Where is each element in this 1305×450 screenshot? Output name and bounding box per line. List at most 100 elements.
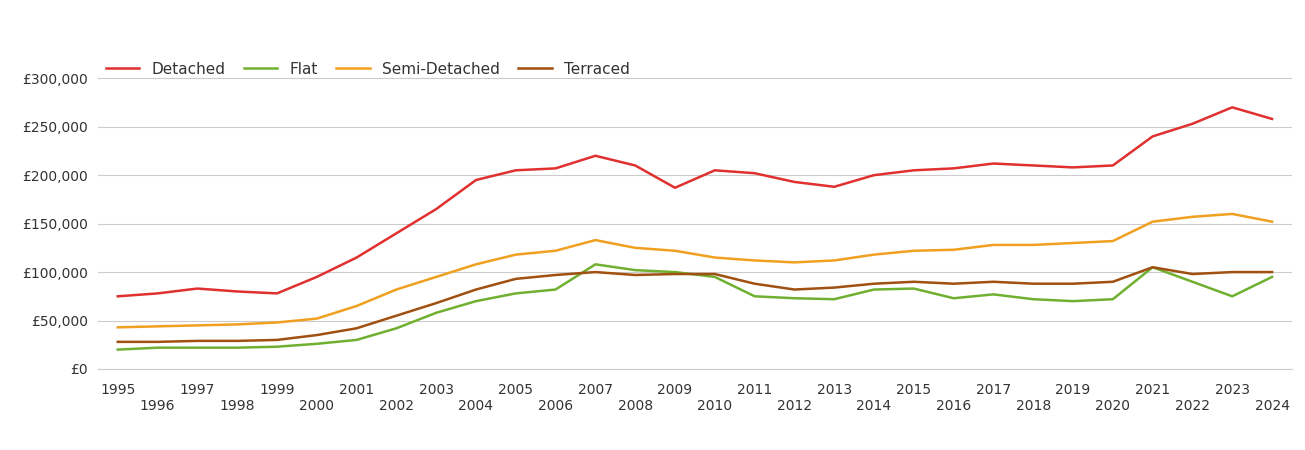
Terraced xyxy=(826,285,842,290)
Text: 2022: 2022 xyxy=(1174,399,1210,413)
Detached xyxy=(348,255,364,260)
Terraced xyxy=(389,313,405,319)
Semi-Detached xyxy=(1224,211,1240,216)
Detached xyxy=(309,274,325,279)
Detached xyxy=(1105,163,1121,168)
Detached xyxy=(1265,116,1280,122)
Terraced xyxy=(150,339,166,345)
Terraced xyxy=(1144,265,1160,270)
Text: 2003: 2003 xyxy=(419,383,454,397)
Terraced xyxy=(309,333,325,338)
Text: 2013: 2013 xyxy=(817,383,852,397)
Semi-Detached xyxy=(110,324,125,330)
Terraced xyxy=(468,287,484,292)
Detached xyxy=(1026,163,1041,168)
Line: Flat: Flat xyxy=(117,264,1272,350)
Line: Detached: Detached xyxy=(117,107,1272,296)
Semi-Detached xyxy=(826,258,842,263)
Terraced xyxy=(746,281,762,286)
Flat xyxy=(548,287,564,292)
Detached xyxy=(906,167,921,173)
Terraced xyxy=(1105,279,1121,284)
Semi-Detached xyxy=(428,274,444,279)
Flat xyxy=(787,296,803,301)
Flat xyxy=(667,270,683,275)
Detached xyxy=(867,172,882,178)
Text: 2018: 2018 xyxy=(1015,399,1051,413)
Flat xyxy=(309,341,325,346)
Text: 1999: 1999 xyxy=(260,383,295,397)
Text: 2004: 2004 xyxy=(458,399,493,413)
Terraced xyxy=(787,287,803,292)
Detached xyxy=(1065,165,1081,170)
Text: 2000: 2000 xyxy=(299,399,334,413)
Text: 2006: 2006 xyxy=(538,399,573,413)
Flat xyxy=(826,297,842,302)
Detached xyxy=(946,166,962,171)
Semi-Detached xyxy=(946,247,962,252)
Flat xyxy=(867,287,882,292)
Flat xyxy=(906,286,921,291)
Text: 2008: 2008 xyxy=(617,399,652,413)
Semi-Detached xyxy=(985,242,1001,248)
Terraced xyxy=(867,281,882,286)
Terraced xyxy=(946,281,962,286)
Semi-Detached xyxy=(787,260,803,265)
Flat xyxy=(707,274,723,279)
Semi-Detached xyxy=(189,323,205,328)
Terraced xyxy=(667,271,683,277)
Semi-Detached xyxy=(150,324,166,329)
Flat xyxy=(985,292,1001,297)
Detached xyxy=(628,163,643,168)
Text: 2016: 2016 xyxy=(936,399,971,413)
Detached xyxy=(746,171,762,176)
Flat xyxy=(587,261,603,267)
Text: 1997: 1997 xyxy=(180,383,215,397)
Terraced xyxy=(628,272,643,278)
Text: 2011: 2011 xyxy=(737,383,773,397)
Flat xyxy=(1265,274,1280,279)
Semi-Detached xyxy=(1144,219,1160,225)
Semi-Detached xyxy=(468,261,484,267)
Flat xyxy=(628,267,643,273)
Legend: Detached, Flat, Semi-Detached, Terraced: Detached, Flat, Semi-Detached, Terraced xyxy=(106,62,630,76)
Semi-Detached xyxy=(906,248,921,253)
Flat xyxy=(389,326,405,331)
Flat xyxy=(1026,297,1041,302)
Text: 2010: 2010 xyxy=(697,399,732,413)
Detached xyxy=(985,161,1001,166)
Text: 2014: 2014 xyxy=(856,399,891,413)
Text: 2017: 2017 xyxy=(976,383,1011,397)
Detached xyxy=(428,207,444,212)
Text: 2023: 2023 xyxy=(1215,383,1250,397)
Semi-Detached xyxy=(1065,240,1081,246)
Text: 2002: 2002 xyxy=(378,399,414,413)
Detached xyxy=(667,185,683,190)
Flat xyxy=(230,345,245,351)
Detached xyxy=(389,230,405,236)
Flat xyxy=(1144,265,1160,270)
Semi-Detached xyxy=(348,303,364,309)
Semi-Detached xyxy=(867,252,882,257)
Text: 2012: 2012 xyxy=(776,399,812,413)
Terraced xyxy=(1065,281,1081,286)
Flat xyxy=(1224,293,1240,299)
Semi-Detached xyxy=(1185,214,1201,220)
Text: 2001: 2001 xyxy=(339,383,375,397)
Terraced xyxy=(707,271,723,277)
Flat xyxy=(508,291,523,296)
Detached xyxy=(587,153,603,158)
Semi-Detached xyxy=(548,248,564,253)
Terraced xyxy=(428,301,444,306)
Terraced xyxy=(508,276,523,282)
Detached xyxy=(150,291,166,296)
Semi-Detached xyxy=(707,255,723,260)
Terraced xyxy=(348,326,364,331)
Detached xyxy=(548,166,564,171)
Semi-Detached xyxy=(309,316,325,321)
Semi-Detached xyxy=(230,322,245,327)
Semi-Detached xyxy=(1026,242,1041,248)
Terraced xyxy=(1224,270,1240,275)
Flat xyxy=(1105,297,1121,302)
Detached xyxy=(110,293,125,299)
